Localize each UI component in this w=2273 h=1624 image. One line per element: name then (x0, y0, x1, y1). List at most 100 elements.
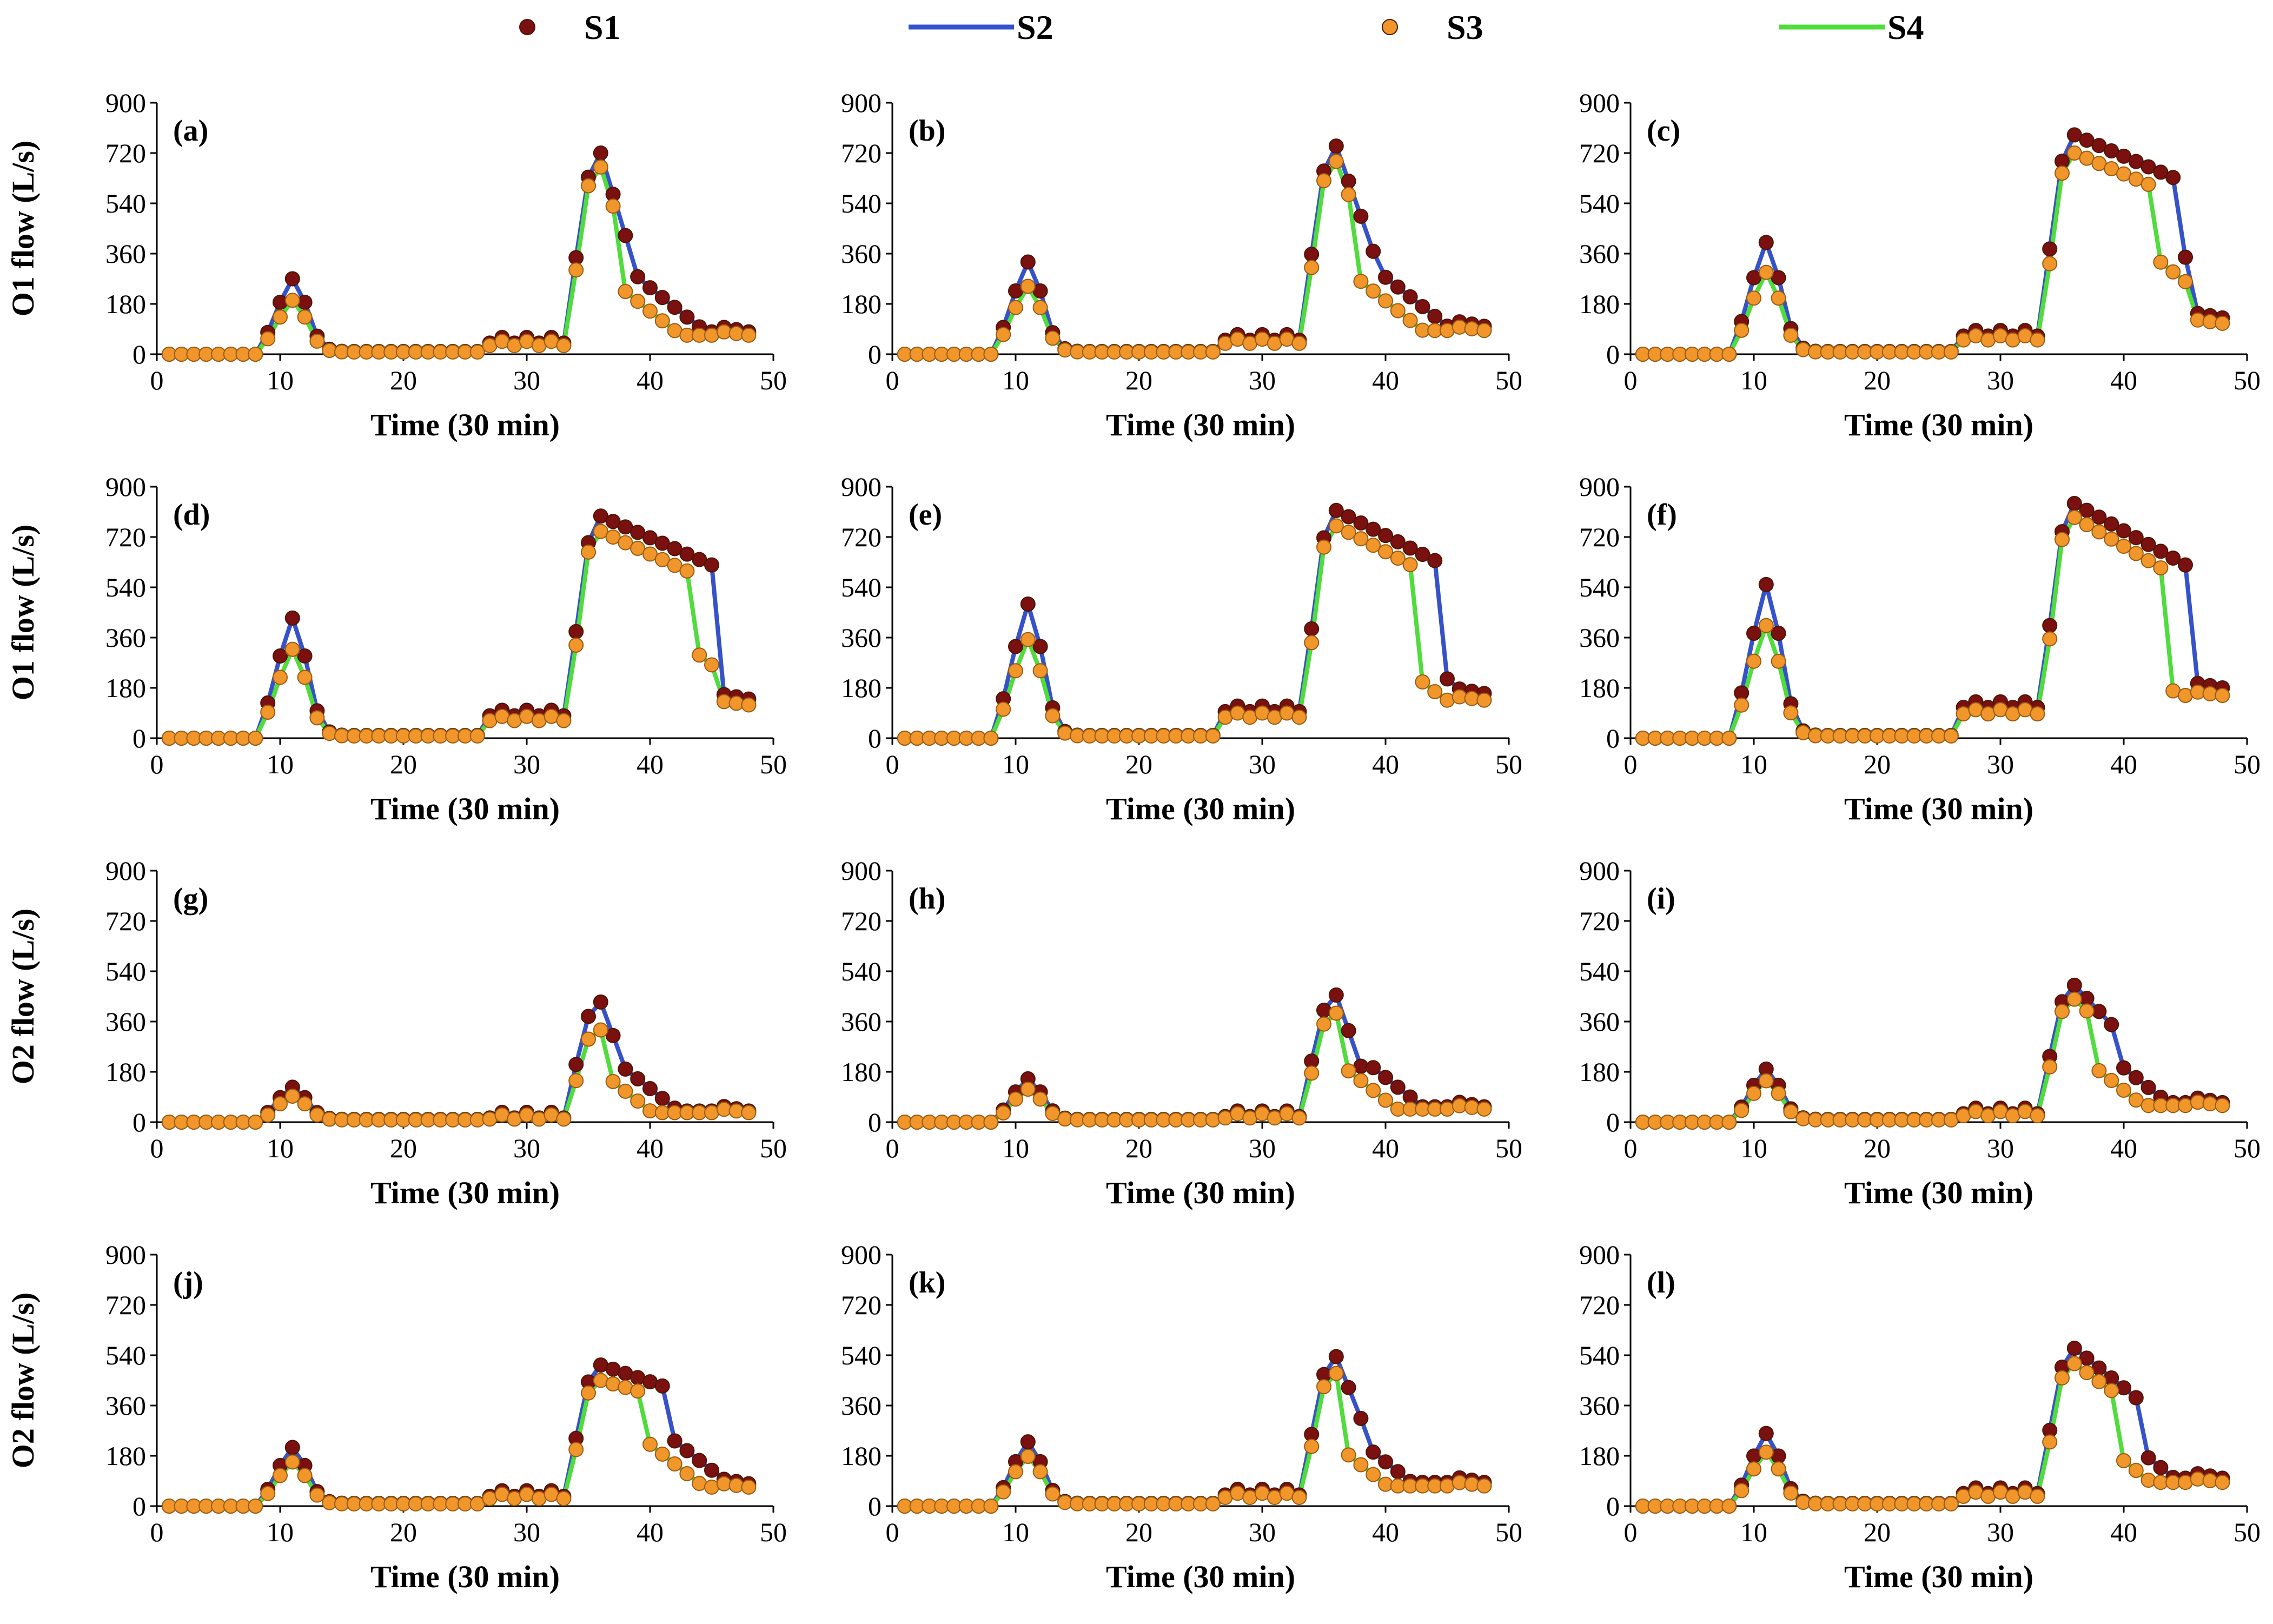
series-s2-line (1642, 1346, 2223, 1508)
series-s1-point (2116, 1060, 2131, 1076)
series-s1-point (297, 294, 313, 310)
series-s3-point (1721, 1115, 1737, 1130)
series-s3-point (716, 324, 732, 340)
series-s3-point (1758, 1073, 1774, 1089)
series-s3-point (1476, 323, 1492, 339)
y-tick-label: 180 (841, 1441, 882, 1471)
series-s3-point (1452, 319, 1467, 335)
series-s3-point (297, 1468, 313, 1483)
series-s3-point (2079, 1365, 2095, 1381)
panel-label: (l) (1647, 1266, 1675, 1300)
x-tick-label: 0 (1624, 1517, 1638, 1547)
series-s1-point (667, 1433, 682, 1449)
series-s1-point (2141, 1079, 2156, 1095)
series-s3-point (2055, 1370, 2070, 1386)
series-s1-point (1020, 254, 1036, 270)
y-tick-label: 720 (841, 138, 882, 168)
x-axis-label: Time (30 min) (1106, 791, 1295, 826)
series-s3-point (1415, 674, 1430, 690)
series-s3-point (654, 1446, 670, 1462)
series-s1-point (1304, 247, 1320, 262)
series-s3-point (568, 637, 584, 653)
series-s3-point (2128, 546, 2144, 561)
series-s3-point (1402, 313, 1418, 328)
series-s1-point (297, 648, 313, 664)
series-s1-point (618, 519, 633, 535)
series-s3-point (996, 701, 1011, 717)
x-tick-label: 50 (2234, 365, 2261, 395)
series-s3-point (1291, 1489, 1307, 1505)
series-s3-point (556, 1111, 572, 1127)
series-s3-point (1205, 1112, 1221, 1128)
series-s1-point (2116, 1380, 2131, 1396)
series-s3-point (1304, 1439, 1320, 1454)
series-s1-point (1366, 1060, 1381, 1076)
series-s3-point (2128, 1463, 2144, 1479)
series-s1-point (618, 228, 633, 243)
series-s3-point (2202, 686, 2218, 701)
series-s3-point (1045, 708, 1061, 724)
series-s3-point (983, 731, 999, 746)
series-s3-point (1304, 1065, 1320, 1081)
series-s3-point (1316, 1379, 1331, 1395)
y-tick-label: 0 (868, 339, 882, 369)
y-tick-label: 900 (105, 472, 146, 502)
series-s3-point (1734, 697, 1750, 713)
series-s3-point (556, 1491, 572, 1507)
x-tick-label: 40 (637, 365, 664, 395)
series-s3-point (2066, 509, 2082, 525)
series-s1-point (2091, 509, 2107, 525)
series-s3-point (1746, 653, 1761, 669)
panel-e: 0 180 360 540 720 900 0 10 20 30 40 50 Time (30 min)… (841, 472, 1522, 826)
panel-label: (d) (173, 498, 210, 532)
series-s3-point (716, 694, 732, 710)
series-s3-point (1316, 173, 1331, 189)
series-s3-point (1746, 1085, 1761, 1101)
series-s3-point (1771, 1085, 1786, 1101)
y-tick-label: 720 (841, 906, 882, 936)
y-tick-label: 900 (1579, 1239, 1620, 1270)
y-tick-label: 720 (841, 1290, 882, 1320)
series-s1-point (2104, 516, 2119, 532)
series-s3-point (1476, 1101, 1492, 1117)
series-s3-point (1378, 293, 1393, 309)
y-tick-label: 180 (841, 1057, 882, 1087)
x-tick-label: 50 (2234, 749, 2261, 779)
series-s3-point (260, 331, 276, 347)
series-s3-point (1943, 344, 1959, 360)
series-s1-point (618, 1061, 633, 1077)
series-s1-point (1378, 528, 1393, 543)
x-tick-label: 20 (390, 365, 417, 395)
x-tick-label: 0 (1624, 1133, 1638, 1163)
series-s1-point (2066, 1341, 2082, 1356)
y-tick-label: 360 (841, 238, 882, 269)
series-s3-point (1721, 347, 1737, 362)
series-s1-point (2066, 977, 2082, 993)
series-s3-point (2104, 531, 2119, 547)
series-s3-point (2104, 1072, 2119, 1088)
series-s1-point (1378, 1454, 1393, 1470)
series-s3-point (1020, 1449, 1036, 1464)
series-s1-point (630, 269, 646, 284)
legend-item-s1: S1 (519, 8, 621, 47)
y-tick-label: 0 (132, 1107, 146, 1137)
y-tick-label: 0 (1606, 1491, 1620, 1521)
x-tick-label: 30 (1249, 749, 1276, 779)
x-tick-label: 50 (1495, 365, 1522, 395)
series-s3-point (692, 647, 707, 663)
series-s3-point (273, 309, 288, 325)
x-tick-label: 20 (1864, 1517, 1891, 1547)
series-s3-point (605, 1073, 621, 1089)
series-s3-point (1032, 1464, 1048, 1480)
series-s1-point (654, 1091, 670, 1106)
y-tick-label: 540 (1579, 956, 1620, 986)
series-s3-point (1366, 283, 1381, 299)
series-s3-point (642, 303, 658, 319)
series-s3-point (2141, 176, 2156, 192)
series-s3-point (469, 344, 485, 360)
x-tick-label: 0 (886, 1517, 899, 1547)
x-tick-label: 30 (1987, 749, 2014, 779)
series-s3-point (618, 1083, 633, 1099)
y-tick-label: 360 (1579, 238, 1620, 269)
panel-h: 0 180 360 540 720 900 0 10 20 30 40 50 Time (30 min)… (841, 856, 1522, 1210)
